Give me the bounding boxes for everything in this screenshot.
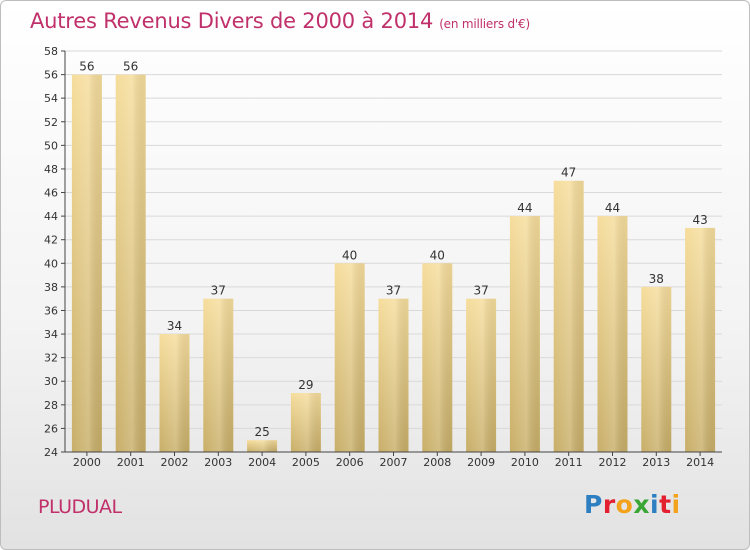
bar-highlight [115,74,146,453]
bar-highlight [466,298,497,452]
bar-highlight [71,74,102,453]
bar-highlight [159,334,190,452]
bar-highlight [685,227,716,452]
data-label: 29 [298,378,313,392]
x-tick-label: 2003 [204,456,232,469]
y-tick-label: 44 [44,210,58,223]
logo-letter: i [650,490,660,519]
data-label: 44 [605,201,620,215]
value-labels: 56 56 34 37 25 29 40 37 40 37 44 47 44 38 43 [79,60,707,440]
data-label: 37 [386,284,401,298]
proxiti-logo: Proxiti [584,490,681,519]
bar-highlight [641,286,672,452]
y-tick-label: 56 [44,69,58,82]
bar-highlight [422,263,453,452]
y-tick-label: 30 [44,375,58,388]
x-tick-label: 2012 [599,456,627,469]
bar-highlight [203,298,234,452]
bar-highlight [509,216,540,452]
y-tick-label: 36 [44,304,58,317]
chart-title: Autres Revenus Divers de 2000 à 2014 (en … [30,9,530,33]
data-label: 34 [167,319,182,333]
bar-highlight [597,216,628,452]
x-tick-label: 2001 [117,456,145,469]
x-tick-label: 2011 [555,456,583,469]
data-label: 44 [517,201,532,215]
data-label: 37 [473,284,488,298]
x-tick-label: 2005 [292,456,320,469]
logo-letter: x [633,490,650,519]
data-label: 40 [430,248,445,262]
data-label: 37 [211,284,226,298]
x-tick-label: 2004 [248,456,276,469]
y-tick-label: 46 [44,187,58,200]
y-tick-label: 50 [44,139,58,152]
data-label: 38 [649,272,664,286]
logo-letter: r [602,490,616,519]
logo-letter: i [671,490,681,519]
y-tick-label: 40 [44,257,58,270]
logo-letter: P [584,490,603,519]
x-tick-label: 2008 [423,456,451,469]
logo-letter: t [659,490,672,519]
bar-highlight [334,263,365,452]
y-tick-label: 32 [44,352,58,365]
y-tick-label: 24 [44,446,58,459]
y-tick-label: 28 [44,399,58,412]
bar-highlight [247,440,278,452]
x-tick-label: 2002 [161,456,189,469]
y-tick-label: 54 [44,92,58,105]
data-label: 47 [561,166,576,180]
y-tick-label: 58 [44,45,58,58]
commune-name: PLUDUAL [38,496,122,518]
x-tick-label: 2007 [380,456,408,469]
data-label: 56 [79,60,94,74]
chart-unit: (en milliers d'€) [439,17,530,31]
bar-highlight [553,180,584,452]
x-tick-label: 2013 [642,456,670,469]
data-label: 56 [123,60,138,74]
bar-highlight [290,393,321,452]
logo-letter: o [615,490,634,519]
x-tick-label: 2010 [511,456,539,469]
y-tick-label: 26 [44,422,58,435]
x-tick-label: 2000 [73,456,101,469]
bars-group [71,74,716,453]
data-label: 25 [254,425,269,439]
y-tick-label: 52 [44,116,58,129]
y-tick-label: 48 [44,163,58,176]
y-axis-ticks: 24 26 28 30 32 34 36 38 40 42 44 46 48 50 52 54 56 58 [44,45,65,459]
x-tick-label: 2009 [467,456,495,469]
x-axis-ticks: 2000 2001 2002 2003 2004 2005 2006 2007 2008 2009… [73,452,714,469]
bar-highlight [378,298,409,452]
y-tick-label: 34 [44,328,58,341]
data-label: 43 [692,213,707,227]
chart-title-text: Autres Revenus Divers de 2000 à 2014 [30,9,434,33]
y-tick-label: 38 [44,281,58,294]
data-label: 40 [342,248,357,262]
y-tick-label: 42 [44,234,58,247]
x-tick-label: 2006 [336,456,364,469]
x-tick-label: 2014 [686,456,714,469]
